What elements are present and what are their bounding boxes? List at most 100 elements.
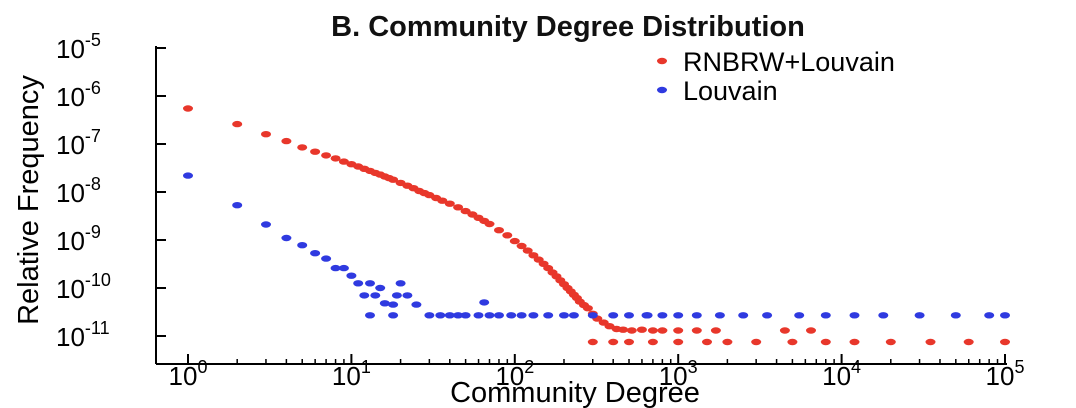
data-point — [963, 338, 974, 346]
data-point — [506, 312, 517, 319]
data-point — [1000, 312, 1010, 319]
data-point — [484, 312, 495, 319]
x-tick-label: 103 — [659, 357, 698, 391]
data-point — [424, 312, 435, 319]
data-point — [710, 327, 721, 334]
x-tick-label: 101 — [332, 357, 371, 391]
data-point — [925, 338, 936, 346]
data-point — [310, 250, 321, 257]
data-point — [624, 338, 634, 346]
data-point — [453, 204, 464, 211]
data-point — [543, 312, 554, 319]
data-point — [183, 172, 193, 179]
data-point — [261, 131, 271, 138]
data-point — [338, 158, 349, 165]
data-point — [950, 312, 961, 319]
x-axis-ticks: 100 101 102 103 104 105 — [169, 354, 1025, 391]
y-tick-label: 10-10 — [56, 270, 111, 304]
data-point — [297, 242, 308, 249]
data-point — [365, 312, 375, 319]
data-point — [528, 252, 539, 259]
data-point — [820, 338, 831, 346]
data-point — [232, 120, 243, 128]
data-point — [338, 264, 349, 272]
y-tick-label: 10-9 — [56, 222, 101, 256]
data-point — [984, 312, 995, 319]
data-point — [346, 272, 357, 279]
data-point — [281, 137, 292, 145]
data-point — [849, 312, 860, 319]
data-point — [626, 327, 637, 334]
legend-label: Louvain — [683, 76, 778, 106]
data-point — [321, 255, 332, 262]
data-point — [402, 292, 413, 299]
data-point — [321, 152, 332, 159]
data-point — [444, 200, 455, 207]
data-point — [310, 148, 321, 155]
data-point — [878, 312, 889, 319]
x-axis-label: Community Degree — [450, 377, 700, 408]
data-point — [568, 312, 579, 319]
data-point — [647, 327, 658, 334]
y-axis-label: Relative Frequency — [13, 75, 45, 325]
data-point — [411, 301, 422, 308]
data-point — [673, 327, 684, 334]
data-point — [388, 312, 399, 319]
data-point — [494, 312, 504, 319]
legend-marker — [657, 86, 667, 94]
data-point — [297, 144, 308, 151]
data-point — [379, 300, 390, 307]
data-point — [261, 221, 271, 228]
y-tick-label: 10-11 — [56, 318, 110, 352]
data-point — [281, 234, 292, 242]
data-point — [330, 155, 341, 162]
data-point — [395, 280, 406, 287]
data-point — [657, 327, 668, 334]
data-point — [618, 326, 629, 333]
x-tick-label: 105 — [986, 357, 1025, 391]
data-point — [528, 312, 539, 319]
data-point — [885, 338, 896, 346]
x-tick-label: 100 — [169, 357, 208, 391]
data-point — [673, 312, 684, 319]
y-tick-label: 10-6 — [56, 78, 101, 112]
data-point — [714, 312, 725, 319]
data-point — [641, 312, 652, 319]
data-point — [516, 312, 527, 319]
plot-frame — [155, 46, 1007, 365]
data-point — [232, 202, 243, 209]
data-point — [722, 338, 733, 346]
data-point — [365, 280, 375, 287]
data-point — [587, 338, 598, 346]
data-point — [183, 105, 193, 112]
data-point — [1000, 338, 1010, 346]
data-point — [484, 220, 495, 228]
data-point — [437, 197, 448, 204]
data-point — [388, 176, 399, 183]
data-point — [516, 242, 527, 250]
data-point — [375, 284, 386, 292]
data-point — [751, 338, 762, 346]
legend-marker — [657, 57, 667, 65]
data-point — [582, 305, 593, 312]
data-point — [762, 312, 773, 319]
data-point — [370, 292, 381, 299]
data-point — [453, 312, 464, 319]
data-point — [691, 327, 702, 334]
data-point — [359, 292, 370, 299]
legend-label: RNBRW+Louvain — [683, 47, 895, 77]
data-point — [391, 292, 402, 299]
data-point — [738, 312, 749, 319]
data-point — [673, 338, 684, 346]
data-point — [636, 326, 647, 333]
data-point — [647, 338, 658, 346]
data-point — [794, 312, 805, 319]
data-point — [820, 312, 831, 319]
data-point — [460, 207, 471, 215]
data-point — [353, 280, 364, 287]
data-point — [559, 312, 569, 319]
data-point — [624, 312, 634, 319]
data-point — [444, 312, 455, 319]
data-point — [608, 338, 619, 346]
